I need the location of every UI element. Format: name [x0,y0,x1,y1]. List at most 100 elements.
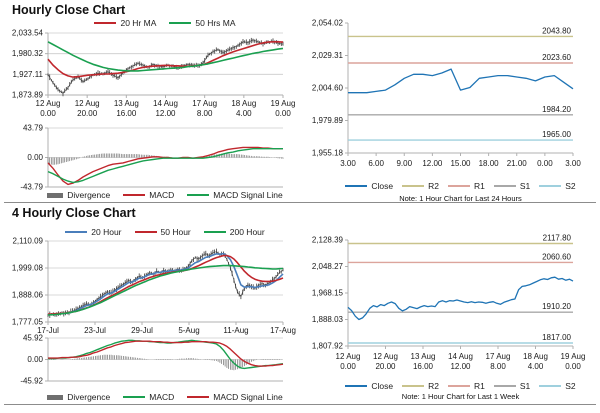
x-tick-label: 3.00 [340,159,356,168]
x-tick-label: 0.00 [40,109,56,118]
x-tick-label: 18 Aug [523,352,548,361]
legend-item-50-hrs-ma: 50 Hrs MA [169,18,236,28]
legend-label: Divergence [67,392,111,402]
y-tick-label: 1,968.15 [312,289,344,298]
y-tick-label: 1,807.92 [312,342,344,351]
legend-label: R1 [473,181,485,191]
x-tick-label: 12.00 [422,159,443,168]
x-tick-label: 14 Aug [448,352,473,361]
legend-label: Divergence [67,190,111,200]
legend-swatch-line [539,184,562,188]
legend-label: MACD Signal Line [213,190,283,200]
section-title-hourly: Hourly Close Chart [12,3,126,17]
y-tick-label: 0.00 [27,153,43,162]
y-tick-label: 1,888.03 [312,315,344,324]
level-label-s1: 1910.20 [542,302,571,311]
legend-label: 20 Hr MA [120,18,157,28]
x-tick-label: 14 Aug [153,99,178,108]
y-tick-label: 1,888.06 [12,291,44,300]
y-tick-label: 1,777.05 [12,318,44,327]
legend-swatch-block [47,394,64,400]
x-tick-label: 29-Jul [131,326,153,335]
legend-label: S1 [519,381,531,391]
legend-swatch-line [65,230,88,234]
series-line [348,68,574,94]
legend-label: 50 Hour [160,227,191,237]
legend-label: MACD [149,190,175,200]
note-weekly-pivot: Note: 1 Hour Chart for Last 1 Week [401,392,520,401]
bottom-divider [4,404,596,405]
legend-hourly-main: 20 Hr MA 50 Hrs MA [40,17,290,29]
legend-hourly-macd: Divergence MACD MACD Signal Line [40,189,290,201]
x-tick-label: 15.00 [450,159,471,168]
legend-item-macd-signal-line: MACD Signal Line [187,190,283,200]
series-line [47,40,284,78]
y-tick-label: 43.79 [23,124,44,133]
legend-swatch-line [123,395,146,399]
legend-item-20-hour: 20 Hour [65,227,122,237]
legend-4hourly-main: 20 Hour 50 Hour 200 Hour [40,226,290,238]
x-tick-label: 20.00 [375,362,396,371]
x-tick-label: 17 Aug [486,352,511,361]
y-tick-label: 2,029.31 [312,51,344,60]
legend-swatch-line [134,230,157,234]
legend-item-r1: R1 [447,181,485,191]
x-tick-label: 18.00 [479,159,500,168]
legend-item-close: Close [345,181,393,191]
y-tick-label: 1,979.89 [312,116,344,125]
x-tick-label: 0.00 [565,362,581,371]
x-tick-label: 11-Aug [223,326,248,335]
level-label-s1: 1984.20 [542,105,571,114]
y-tick-label: 0.00 [27,355,43,364]
legend-item-50-hour: 50 Hour [134,227,191,237]
series-line [47,264,284,316]
fourh_macd-chart: 45.92 0.00 -45.92 [20,334,284,386]
x-tick-label: 21.00 [507,159,528,168]
legend-item-divergence: Divergence [47,190,110,200]
legend-swatch-line [493,384,516,388]
x-tick-label: 13 Aug [114,99,139,108]
x-tick-label: 0.00 [537,159,553,168]
series-line [47,146,283,186]
level-label-r2: 2117.80 [543,234,572,243]
legend-swatch-line [493,184,516,188]
legend-swatch-line [123,193,146,197]
x-tick-label: 5-Aug [178,326,199,335]
legend-item-close: Close [345,381,393,391]
legend-label: R2 [428,381,439,391]
x-tick-label: 4.00 [236,109,252,118]
legend-swatch-line [187,395,210,399]
x-tick-label: 8.00 [490,362,506,371]
legend-label: S2 [565,181,576,191]
legend-item-r1: R1 [447,381,485,391]
legend-swatch-line [187,193,210,197]
legend-label: S1 [519,181,531,191]
legend-item-s2: S2 [539,381,576,391]
x-tick-label: 12.00 [450,362,471,371]
legend-label: 50 Hrs MA [195,18,236,28]
section-title-4hourly: 4 Hourly Close Chart [12,206,136,220]
x-tick-label: 12 Aug [336,352,361,361]
legend-weekly-pivot: Close R2 R1 S1 S2 [345,380,576,392]
legend-label: MACD Signal Line [213,392,283,402]
y-tick-label: 2,110.09 [12,237,43,246]
legend-label: 20 Hour [91,227,122,237]
y-tick-label: 1,873.89 [12,91,44,100]
legend-item-20-hr-ma: 20 Hr MA [94,18,156,28]
y-tick-label: 2,033.54 [12,29,44,38]
y-tick-label: 1,927.11 [12,70,43,79]
legend-hourly-pivot: Close R2 R1 S1 S2 [345,180,576,192]
hourly_pivot-chart: 2,054.02 2,029.31 2,004.60 1,979.89 1,955.18… [312,19,581,169]
legend-swatch-line [402,384,425,388]
x-tick-label: 23-Jul [84,326,106,335]
x-tick-label: 17-Aug [270,326,296,335]
legend-item-macd: MACD [123,392,174,402]
level-label-r1: 2060.60 [542,252,571,261]
x-tick-label: 12 Aug [36,99,61,108]
level-label-s2: 1817.00 [542,333,571,342]
legend-item-s2: S2 [539,181,576,191]
weekly_pivot-chart: 2,128.39 2,048.27 1,968.15 1,888.03 1,807.92… [312,234,586,371]
